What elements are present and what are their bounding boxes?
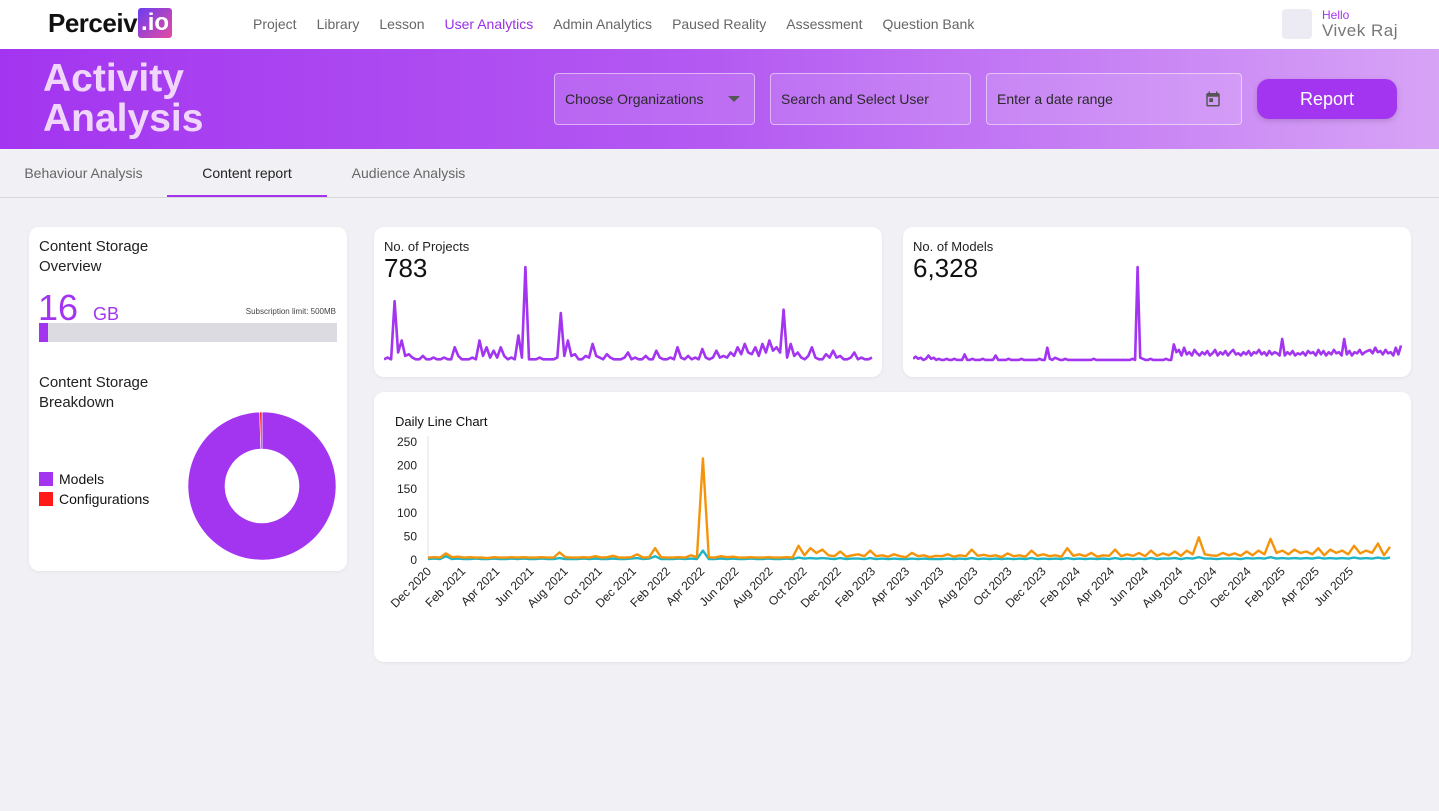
page-title-line: Activity	[43, 57, 184, 100]
models-label: No. of Models	[913, 239, 994, 254]
date-range-input[interactable]: Enter a date range	[986, 73, 1242, 125]
projects-value: 783	[384, 253, 428, 283]
models-value: 6,328	[913, 253, 979, 283]
y-tick-label: 150	[397, 482, 417, 496]
top-navbar: Perceiv .io Project Library Lesson User Ana…	[0, 0, 1439, 49]
report-button[interactable]: Report	[1257, 79, 1397, 119]
nav-item-assessment[interactable]: Assessment	[786, 16, 863, 32]
page-title: Activity Analysis	[43, 59, 203, 139]
y-tick-label: 100	[397, 506, 417, 520]
nav-item-paused-reality[interactable]: Paused Reality	[672, 16, 767, 32]
sparkline-series	[913, 265, 1403, 362]
nav-item-project[interactable]: Project	[253, 16, 297, 32]
organization-select[interactable]: Choose Organizations	[554, 73, 755, 125]
organization-select-placeholder: Choose Organizations	[565, 91, 704, 107]
analysis-tabs: Behaviour Analysis Content report Audience…	[0, 149, 1439, 198]
calendar-icon[interactable]	[1204, 90, 1222, 108]
logo-badge: .io	[138, 8, 173, 38]
projects-kpi-card: No. of Projects 783	[374, 227, 882, 377]
legend-label: Configurations	[59, 491, 150, 507]
tab-behaviour-analysis[interactable]: Behaviour Analysis	[24, 165, 143, 181]
series-line-projects	[427, 457, 1391, 560]
user-name[interactable]: Vivek Raj	[1322, 21, 1398, 40]
breakdown-legend: Models Configurations	[39, 469, 149, 509]
tab-content-report[interactable]: Content report	[167, 149, 327, 197]
user-search-input[interactable]: Search and Select User	[770, 73, 971, 125]
storage-progress-fill	[39, 323, 48, 342]
user-greeting: Hello	[1322, 8, 1350, 22]
storage-unit: GB	[93, 304, 120, 324]
chart-title: Daily Line Chart	[395, 414, 488, 429]
date-range-placeholder: Enter a date range	[997, 91, 1113, 107]
models-kpi-card: No. of Models 6,328	[903, 227, 1411, 377]
nav-item-library[interactable]: Library	[316, 16, 360, 32]
nav-item-question-bank[interactable]: Question Bank	[882, 16, 975, 32]
y-tick-label: 50	[404, 529, 418, 543]
legend-item: Models	[39, 469, 149, 489]
app-logo[interactable]: Perceiv .io	[48, 7, 173, 39]
y-tick-label: 200	[397, 459, 417, 473]
donut-slice-models[interactable]	[187, 411, 337, 561]
series-line-models	[427, 549, 1391, 561]
page-title-line: Analysis	[43, 97, 204, 140]
main-nav: Project Library Lesson User Analytics Admin …	[253, 16, 994, 32]
storage-progress-bar	[39, 323, 337, 342]
storage-breakdown-title: Content Storage Breakdown	[39, 374, 149, 411]
projects-sparkline	[384, 265, 873, 361]
models-sparkline	[913, 265, 1403, 362]
user-search-placeholder: Search and Select User	[781, 91, 929, 107]
logo-text: Perceiv	[48, 7, 138, 38]
legend-item: Configurations	[39, 489, 149, 509]
donut-slice-configurations[interactable]	[259, 411, 263, 450]
nav-item-user-analytics[interactable]: User Analytics	[444, 16, 534, 32]
legend-swatch	[39, 492, 53, 506]
storage-donut-chart	[187, 411, 337, 561]
avatar[interactable]	[1282, 9, 1312, 39]
y-tick-label: 250	[397, 435, 417, 449]
tab-audience-analysis[interactable]: Audience Analysis	[351, 165, 466, 181]
y-tick-label: 0	[410, 553, 417, 567]
legend-label: Models	[59, 471, 105, 487]
caret-down-icon	[728, 96, 740, 102]
content-storage-card: Content Storage Overview 16 GB Subscript…	[29, 227, 347, 571]
storage-amount: 16	[38, 287, 79, 328]
nav-item-lesson[interactable]: Lesson	[379, 16, 425, 32]
legend-swatch	[39, 472, 53, 486]
storage-overview-title: Content Storage Overview	[39, 238, 149, 275]
projects-label: No. of Projects	[384, 239, 470, 254]
hero-banner: Activity Analysis Choose Organizations Se…	[0, 49, 1439, 149]
subscription-limit: Subscription limit: 500MB	[245, 307, 336, 316]
nav-item-admin-analytics[interactable]: Admin Analytics	[553, 16, 653, 32]
sparkline-series	[384, 265, 873, 361]
daily-line-chart-card: Daily Line Chart 250 200 150 100 50 0 Dec 2020…	[374, 392, 1411, 662]
